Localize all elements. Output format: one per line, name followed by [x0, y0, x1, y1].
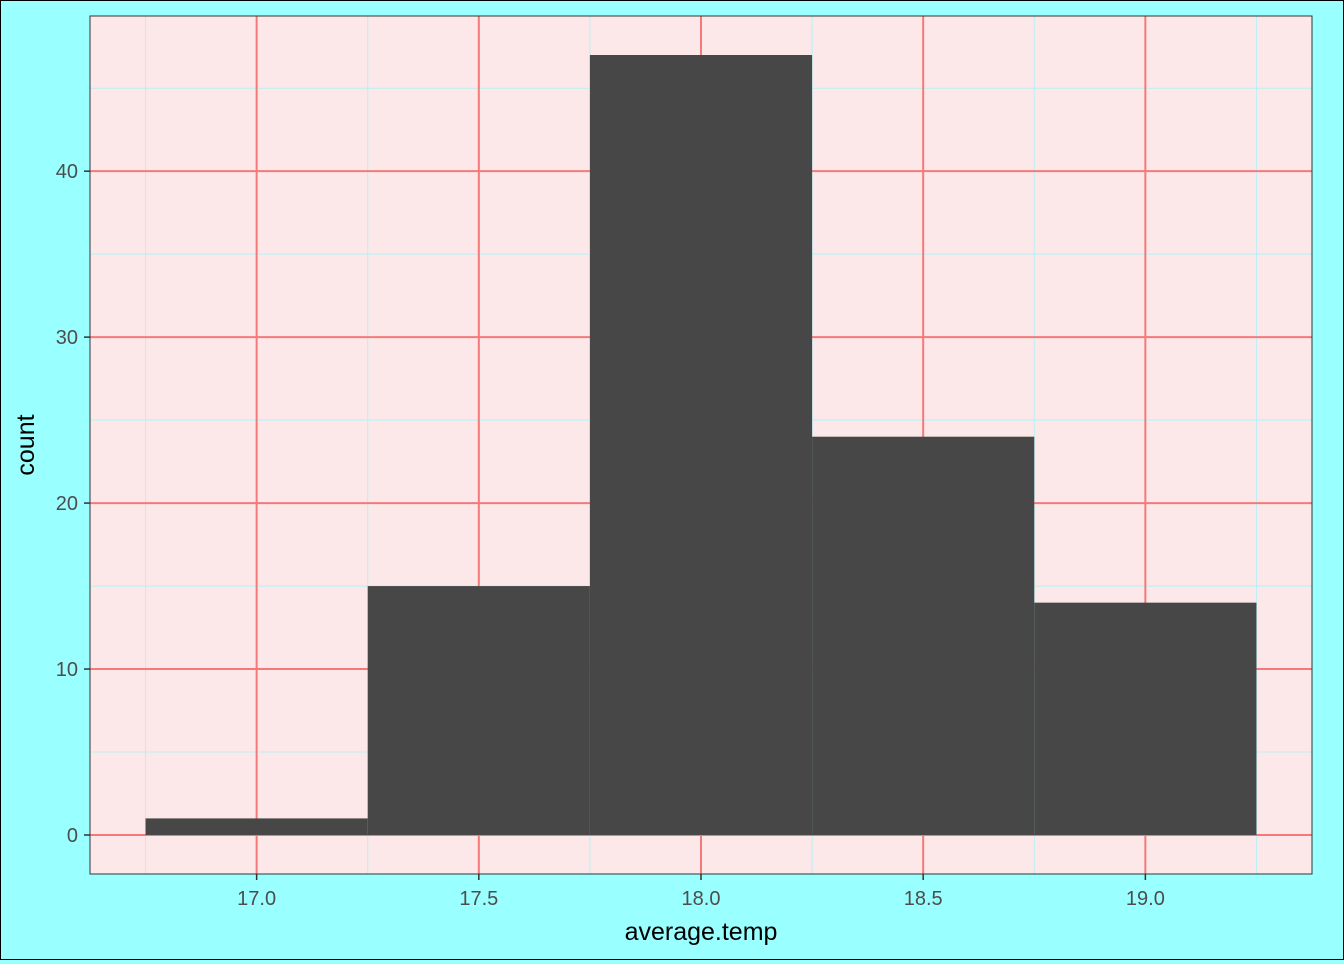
- histogram-bar: [812, 436, 1035, 835]
- x-tick-label: 18.5: [904, 888, 943, 910]
- histogram-bar: [145, 818, 368, 835]
- y-tick-label: 40: [56, 161, 78, 183]
- histogram-bars: [145, 55, 1257, 835]
- x-tick-label: 19.0: [1126, 888, 1165, 910]
- y-tick-label: 10: [56, 659, 78, 681]
- y-tick-label: 30: [56, 327, 78, 349]
- histogram-bar: [1034, 602, 1257, 835]
- x-axis-title: average.temp: [625, 918, 778, 946]
- y-tick-label: 0: [67, 825, 78, 847]
- y-tick-label: 20: [56, 493, 78, 515]
- histogram-bar: [367, 586, 590, 835]
- x-tick-label: 17.0: [237, 888, 276, 910]
- x-tick-label: 17.5: [459, 888, 498, 910]
- x-axis: 17.0 17.5 18.0 18.5 19.0: [237, 874, 1165, 910]
- y-axis: 0 10 20 30 40: [56, 161, 90, 847]
- histogram-bar: [589, 55, 813, 835]
- x-tick-label: 18.0: [682, 888, 721, 910]
- y-axis-title: count: [12, 414, 40, 475]
